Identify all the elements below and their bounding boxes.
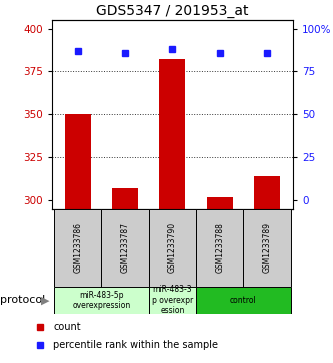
Text: GSM1233790: GSM1233790 [168,222,177,273]
Title: GDS5347 / 201953_at: GDS5347 / 201953_at [96,4,248,17]
Text: control: control [230,296,257,305]
Text: percentile rank within the sample: percentile rank within the sample [53,340,218,350]
Text: count: count [53,322,81,332]
Text: GSM1233786: GSM1233786 [73,222,82,273]
Bar [159,60,185,209]
Bar [54,287,149,314]
Text: GSM1233789: GSM1233789 [262,222,271,273]
Bar [54,209,101,287]
Text: ▶: ▶ [41,295,50,305]
Text: GSM1233788: GSM1233788 [215,222,224,273]
Bar [196,209,243,287]
Bar [254,176,280,209]
Bar [196,287,291,314]
Bar [112,188,138,209]
Bar [101,209,149,287]
Text: GSM1233787: GSM1233787 [121,222,130,273]
Bar [149,209,196,287]
Text: miR-483-5p
overexpression: miR-483-5p overexpression [72,291,131,310]
Bar [149,287,196,314]
Text: protocol: protocol [0,295,45,305]
Bar [207,197,233,209]
Bar [65,114,91,209]
Bar [243,209,291,287]
Text: miR-483-3
p overexpr
ession: miR-483-3 p overexpr ession [152,285,193,315]
